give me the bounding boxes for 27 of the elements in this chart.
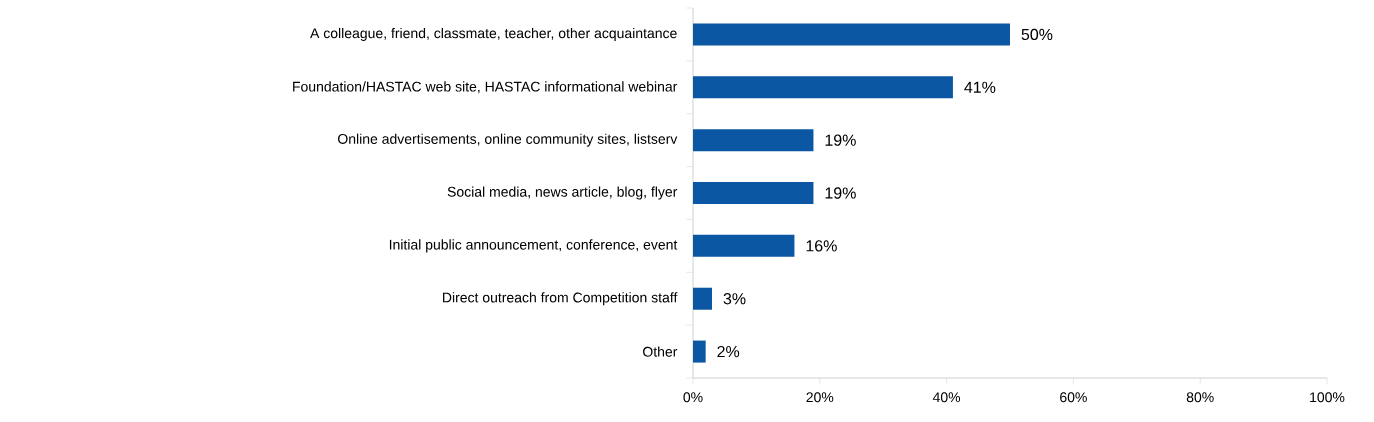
- y-tick-label: Foundation/HASTAC web site, HASTAC informational webinar: [293, 81, 678, 94]
- y-tick-label: Direct outreach from Competition staff: [443, 292, 678, 306]
- bar: [693, 340, 706, 363]
- y-tick-label: Other: [643, 346, 678, 357]
- data-label: 41%: [964, 81, 996, 93]
- data-label: 19%: [825, 187, 856, 199]
- x-tick-label: 0%: [683, 392, 703, 403]
- bar: [693, 287, 713, 310]
- bar: [693, 23, 1010, 46]
- y-tick-label: Social media, news article, blog, flyer: [447, 186, 678, 200]
- y-tick-label: A colleague, friend, classmate, teacher, other acquaintance: [310, 27, 677, 41]
- x-tick-label: 40%: [932, 392, 961, 403]
- bar: [693, 76, 953, 99]
- data-label: 16%: [806, 240, 837, 252]
- bar: [693, 182, 814, 205]
- x-tick-label: 80%: [1186, 392, 1214, 403]
- x-tick-label: 100%: [1310, 392, 1345, 403]
- x-tick-label: 20%: [806, 392, 834, 403]
- data-label: 3%: [723, 293, 746, 305]
- data-label: 2%: [717, 345, 740, 358]
- data-label: 19%: [825, 134, 856, 146]
- x-tick-label: 60%: [1060, 392, 1087, 403]
- y-tick-label: Initial public announcement, conference, event: [389, 239, 678, 253]
- bar: [693, 234, 795, 257]
- y-tick-label: Online advertisements, online community sites, listserv: [338, 133, 678, 147]
- data-label: 50%: [1021, 28, 1053, 41]
- bar: [693, 129, 814, 152]
